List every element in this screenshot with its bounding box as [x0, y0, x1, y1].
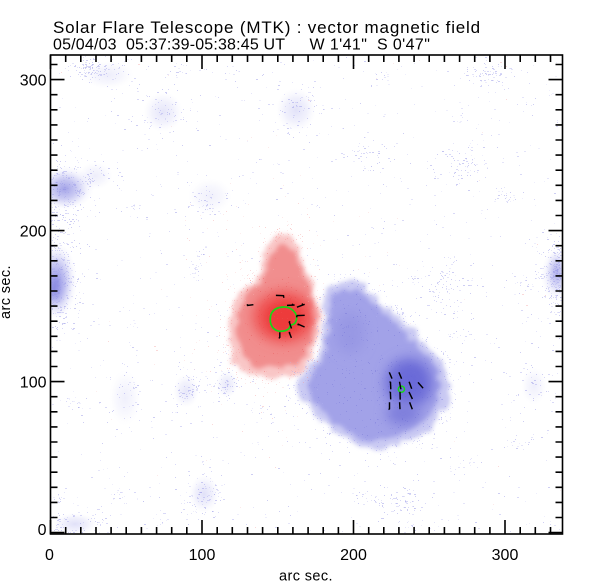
svg-text:300: 300	[20, 73, 47, 90]
svg-text:0: 0	[45, 547, 54, 564]
svg-text:100: 100	[20, 375, 47, 392]
svg-text:100: 100	[189, 547, 216, 564]
svg-text:300: 300	[492, 547, 519, 564]
svg-text:arc sec.: arc sec.	[279, 569, 333, 585]
svg-text:Solar Flare Telescope (MTK) :: Solar Flare Telescope (MTK) : vector mag…	[53, 18, 481, 37]
svg-text:05/04/03 05:37:39-05:38:45 UT: 05/04/03 05:37:39-05:38:45 UT	[53, 37, 285, 54]
svg-text:W 1'41" S 0'47": W 1'41" S 0'47"	[310, 37, 431, 54]
svg-text:200: 200	[340, 547, 367, 564]
svg-text:0: 0	[38, 522, 47, 539]
svg-text:200: 200	[20, 224, 47, 241]
svg-text:arc sec.: arc sec.	[0, 265, 14, 319]
